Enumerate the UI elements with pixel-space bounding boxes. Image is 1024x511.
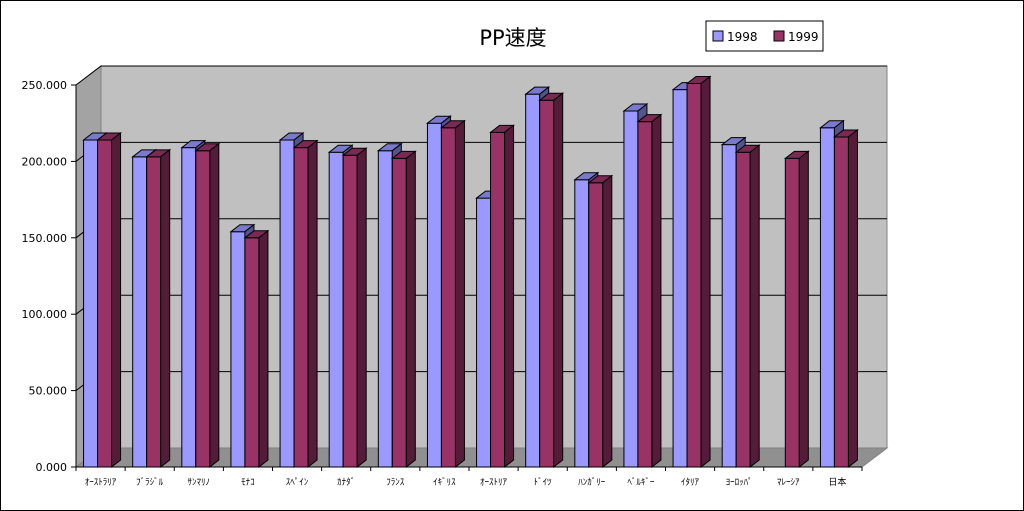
- category-label: ﾏﾚｰｼｱ: [777, 478, 800, 488]
- y-tick-label: 200.000: [22, 155, 68, 168]
- bar-1998-4: [279, 139, 295, 468]
- bar-1998-11: [623, 110, 639, 468]
- category-label: ﾌﾞﾗｼﾞﾙ: [136, 477, 164, 488]
- legend: 1998 1999: [705, 20, 824, 52]
- legend-box: [705, 20, 824, 52]
- bar-1999-2: [195, 150, 211, 468]
- bar-side-1999-3: [258, 229, 269, 469]
- bar-1999-11: [637, 121, 653, 468]
- legend-label-1998: 1998: [727, 30, 758, 44]
- category-label: 日本: [828, 476, 846, 488]
- bar-1998-6: [377, 150, 393, 468]
- bar-1999-0: [97, 139, 113, 468]
- gridline: [75, 65, 887, 86]
- category-label: ｵｰｽﾄﾗﾘｱ: [85, 477, 117, 488]
- bar-side-1999-7: [454, 119, 465, 469]
- bar-1998-1: [132, 156, 148, 468]
- bar-side-1999-8: [504, 124, 515, 469]
- y-tick-label: 150.000: [22, 232, 68, 245]
- bar-1999-12: [686, 82, 702, 468]
- bar-1999-7: [440, 127, 456, 468]
- bar-side-1999-11: [651, 113, 662, 469]
- bar-1999-5: [342, 154, 358, 468]
- bar-side-1999-1: [160, 148, 171, 469]
- y-tick-label: 100.000: [22, 308, 68, 321]
- bar-1998-0: [83, 139, 99, 468]
- bar-1998-2: [181, 147, 197, 468]
- y-tick-label: 0.000: [36, 461, 68, 474]
- bar-1998-5: [328, 151, 344, 468]
- bar-1999-10: [588, 182, 604, 468]
- category-label: ﾖｰﾛｯﾊﾟ: [726, 477, 753, 488]
- y-tick-label: 50.000: [29, 385, 68, 398]
- bar-1999-4: [293, 147, 309, 468]
- bar-1998-3: [230, 231, 246, 468]
- bar-1999-6: [391, 157, 407, 468]
- category-label: ｵｰｽﾄﾘｱ: [480, 477, 508, 488]
- legend-label-1999: 1999: [788, 30, 819, 44]
- bar-1998-10: [574, 179, 590, 468]
- bar-1999-14: [784, 157, 800, 468]
- bar-side-1999-14: [798, 150, 809, 469]
- bar-side-1999-5: [356, 147, 367, 469]
- bars: [82, 75, 859, 469]
- bar-1998-9: [525, 93, 541, 468]
- bar-1999-1: [146, 156, 162, 468]
- bar-1998-13: [721, 144, 737, 468]
- category-label: ﾓﾅｺ: [241, 477, 255, 488]
- bar-side-1999-4: [307, 139, 318, 469]
- legend-swatch-1998: [712, 30, 724, 42]
- bar-1999-9: [539, 99, 555, 468]
- category-label: ﾍﾞﾙｷﾞｰ: [627, 477, 655, 488]
- category-label: ｻﾝﾏﾘﾉ: [188, 477, 211, 488]
- bar-side-1999-15: [847, 128, 858, 469]
- bar-1999-8: [490, 131, 506, 468]
- y-tick-label: 250.000: [22, 79, 68, 92]
- bar-1998-15: [819, 127, 835, 468]
- bar-1998-7: [426, 122, 442, 468]
- bar-side-1999-6: [405, 150, 416, 469]
- axes: 0.000 50.000 100.000 150.000 200.000 250.000 ｵ…: [22, 79, 863, 488]
- category-label: ｲｷﾞﾘｽ: [433, 477, 456, 488]
- bar-1998-12: [672, 89, 688, 468]
- category-label: ｶﾅﾀﾞ: [337, 477, 355, 488]
- category-label: ｲﾀﾘｱ: [681, 477, 700, 488]
- bar-side-1999-12: [700, 75, 711, 469]
- bar-1998-8: [476, 197, 492, 468]
- category-label: ﾌﾗﾝｽ: [386, 477, 405, 488]
- category-label: ﾄﾞｲﾂ: [534, 477, 553, 488]
- bar-side-1999-9: [553, 92, 564, 469]
- bar-side-1999-13: [749, 144, 760, 469]
- category-label: ﾊﾝｶﾞﾘｰ: [578, 477, 606, 488]
- chart-title: PP速度: [479, 26, 546, 50]
- category-label: ｽﾍﾟｲﾝ: [286, 477, 309, 488]
- bar-side-1999-10: [602, 174, 613, 469]
- bar-1999-15: [833, 136, 849, 468]
- bar-side-1999-0: [111, 131, 122, 469]
- bar-1999-3: [244, 237, 260, 468]
- legend-swatch-1999: [773, 30, 785, 42]
- bar-side-1999-2: [209, 142, 220, 469]
- bar-1999-13: [735, 151, 751, 468]
